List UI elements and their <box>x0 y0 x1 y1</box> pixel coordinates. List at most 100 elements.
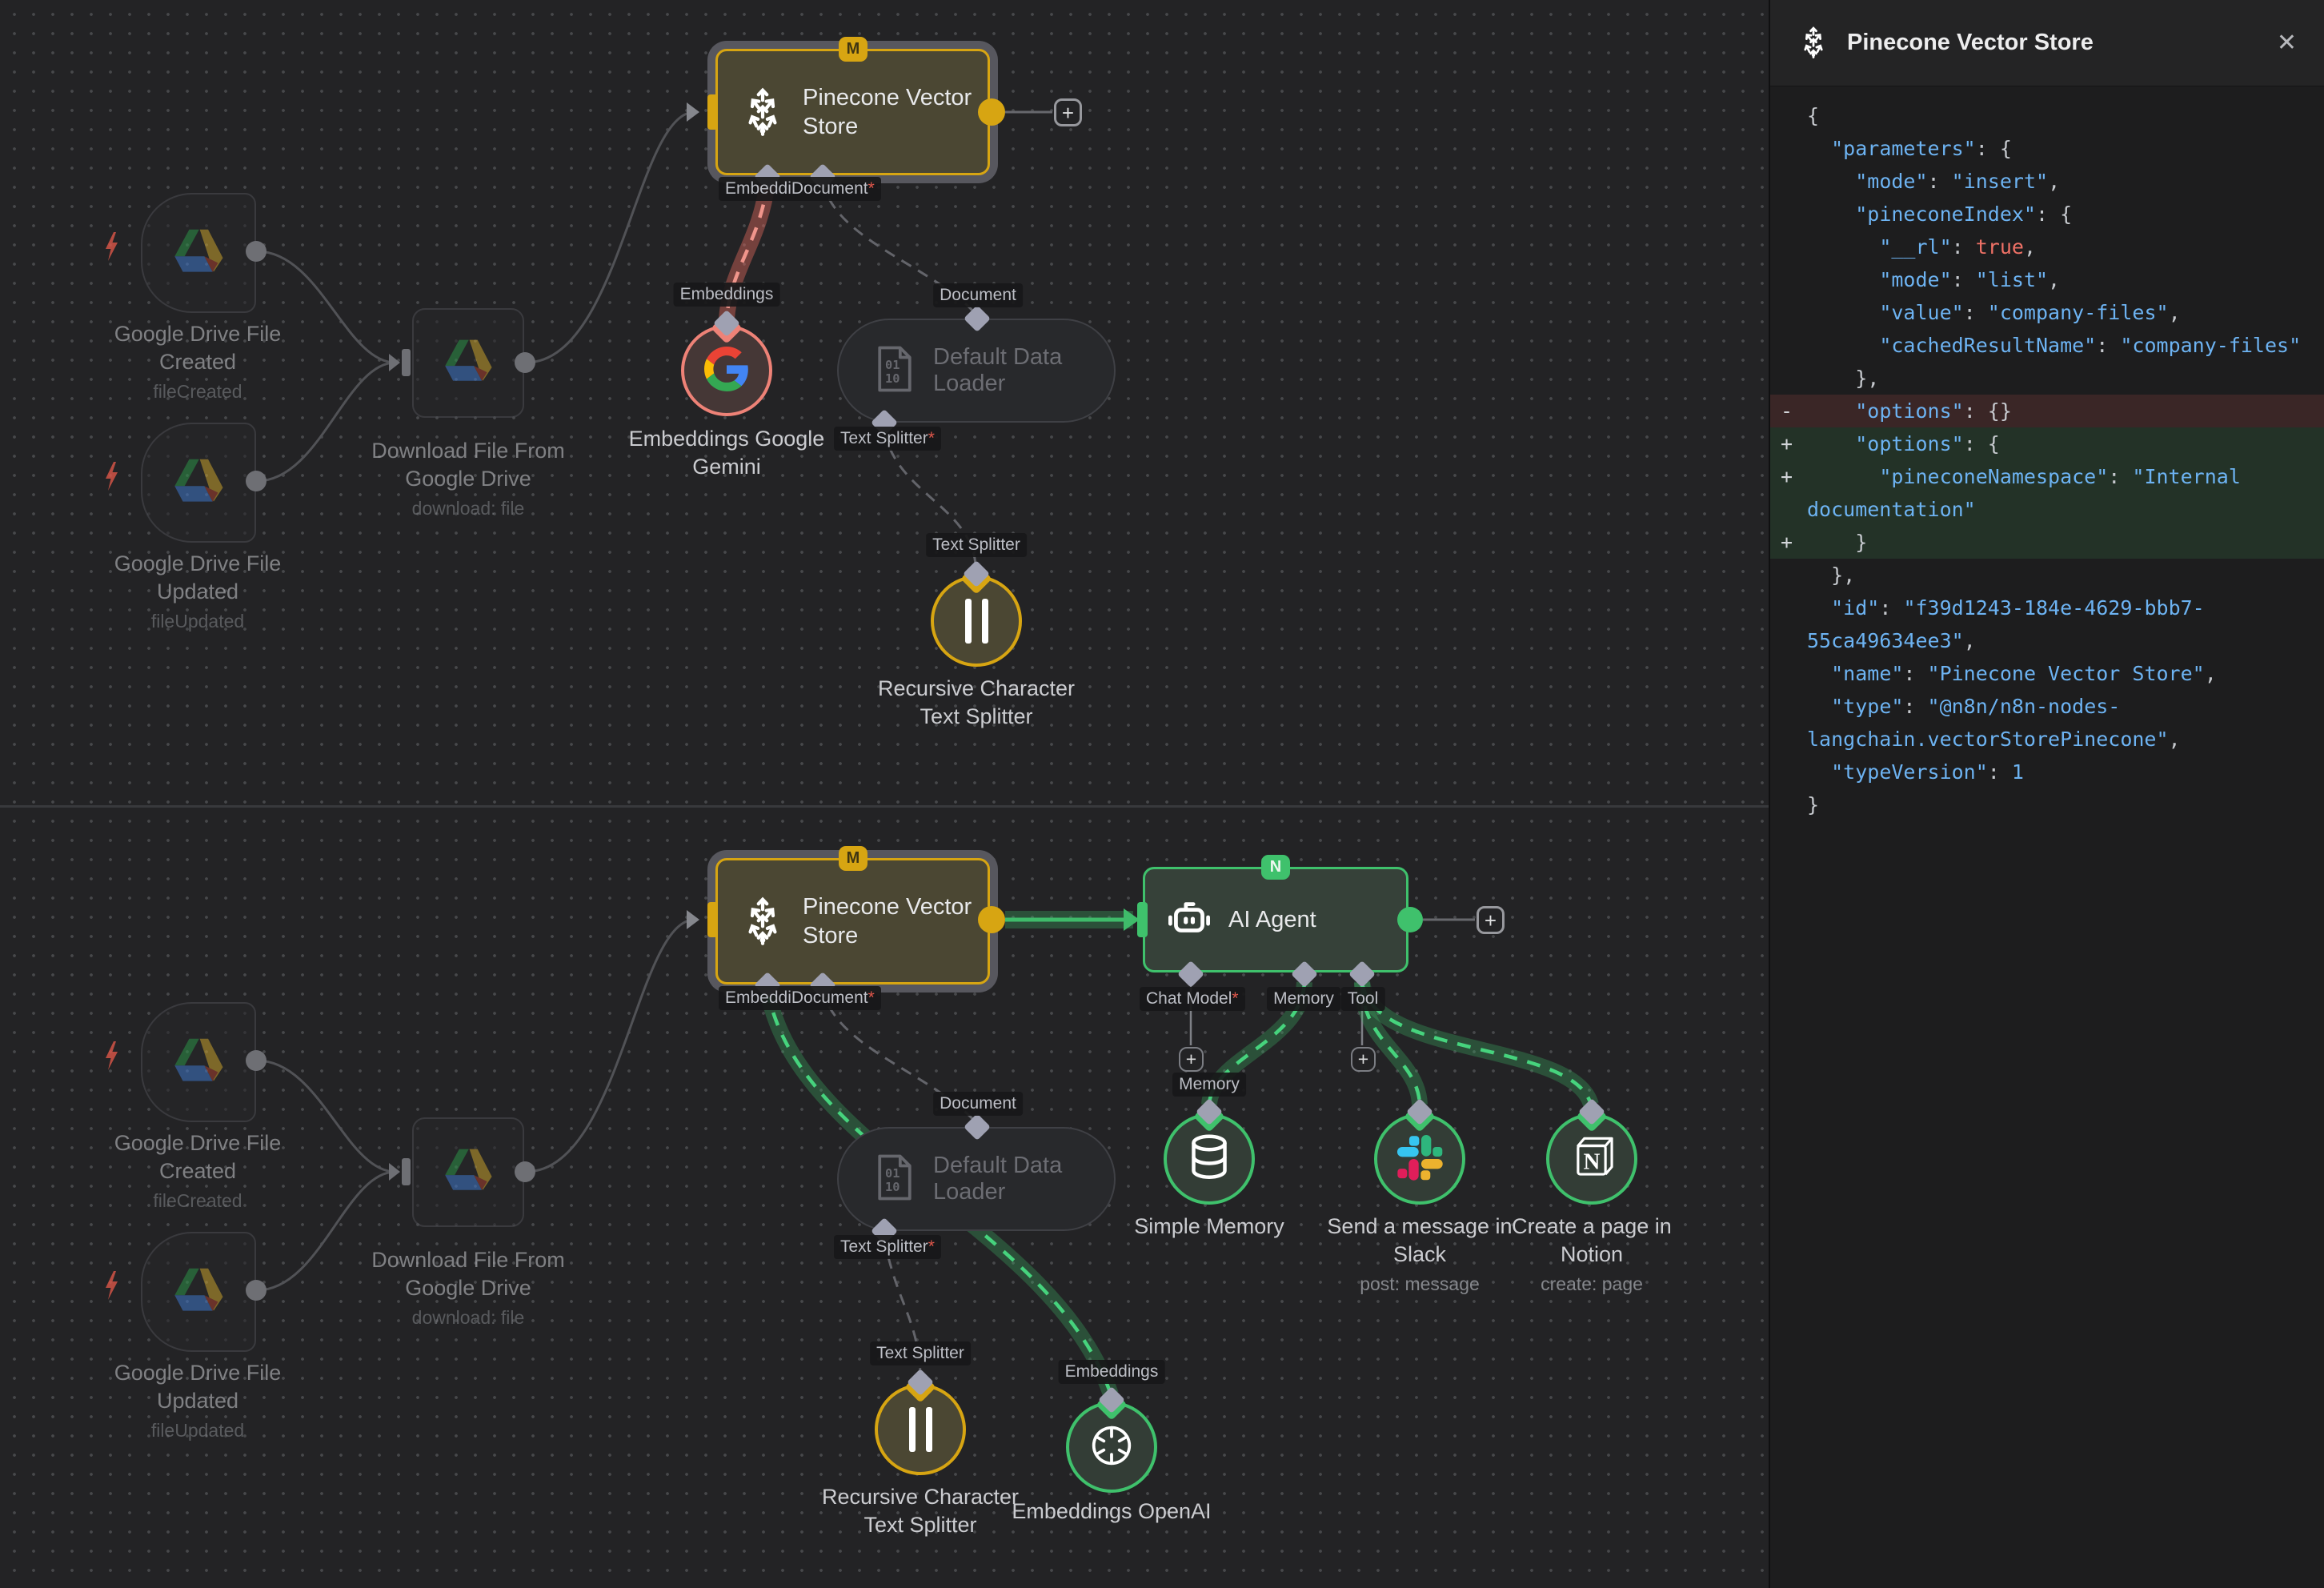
chip-embeddings-document: EmbeddiDocument* <box>719 177 881 201</box>
node-label-recursive-splitter: Recursive Character Text Splitter <box>821 1485 1020 1537</box>
workflow-canvas[interactable]: Pinecone Vector Store Pinecone Vector St… <box>0 0 1769 1588</box>
svg-text:01: 01 <box>885 1166 900 1181</box>
node-google-drive-file-created-bottom[interactable] <box>141 1002 256 1122</box>
node-pinecone-vector-store-top[interactable]: Pinecone Vector Store <box>715 49 990 175</box>
node-label-embeddings-openai: Embeddings OpenAI <box>1012 1499 1212 1523</box>
text-splitter-icon <box>908 1407 932 1452</box>
chip-memory: Memory <box>1172 1073 1246 1097</box>
code-line: "mode": "insert", <box>1855 170 2061 193</box>
panel-header: Pinecone Vector Store ✕ <box>1770 0 2324 86</box>
node-default-data-loader-bottom[interactable]: 01 10 Default Data Loader <box>837 1127 1116 1231</box>
node-badge-n: N <box>1261 855 1290 880</box>
panel-title: Pinecone Vector Store <box>1847 30 2094 55</box>
node-title: Pinecone Vector Store <box>803 85 972 139</box>
chip-text-splitter: Text Splitter* <box>834 427 941 451</box>
node-label-download-file: Download File From Google Drive download:… <box>371 439 565 519</box>
close-icon[interactable]: ✕ <box>2276 30 2297 56</box>
node-label-simple-memory: Simple Memory <box>1134 1214 1284 1238</box>
node-label-embeddings-google-gemini: Embeddings Google Gemini <box>628 427 825 479</box>
database-icon <box>1188 1133 1231 1185</box>
lightning-icon <box>106 1041 118 1070</box>
code-line: "name": "Pinecone Vector Store", <box>1831 662 2217 685</box>
slack-icon <box>1396 1133 1444 1185</box>
openai-icon <box>1088 1422 1135 1473</box>
svg-text:01: 01 <box>885 358 900 372</box>
node-create-page-notion[interactable]: N <box>1546 1113 1637 1205</box>
add-tool-button[interactable]: + <box>1351 1047 1376 1072</box>
node-download-file-bottom[interactable] <box>412 1117 524 1227</box>
node-title: AI Agent <box>1228 907 1316 932</box>
code-line: "type": "@n8n/n8n-nodes-langchain.vector… <box>1807 695 2181 751</box>
lightning-icon <box>106 232 118 261</box>
chip-embeddings-document: EmbeddiDocument* <box>719 986 881 1010</box>
code-line: } <box>1807 793 1820 816</box>
google-drive-icon <box>443 1148 494 1197</box>
svg-text:N: N <box>1584 1149 1601 1174</box>
chip-memory: Memory <box>1267 987 1340 1011</box>
code-line: "parameters": { <box>1831 137 2012 160</box>
svg-text:10: 10 <box>885 1180 900 1194</box>
canvas-divider <box>0 805 1769 808</box>
node-title: Pinecone Vector Store <box>803 894 972 948</box>
node-google-drive-file-updated-bottom[interactable] <box>141 1232 256 1352</box>
google-drive-icon <box>172 228 225 279</box>
node-pinecone-vector-store-bottom[interactable]: Pinecone Vector Store <box>715 858 990 984</box>
node-badge-m: M <box>839 37 867 62</box>
chip-embeddings: Embeddings <box>1058 1360 1165 1384</box>
add-chat-model-button[interactable]: + <box>1179 1047 1204 1072</box>
node-send-message-slack[interactable] <box>1374 1113 1465 1205</box>
node-label-google-drive-file-created: Google Drive File Created fileCreated <box>114 1131 282 1211</box>
google-g-icon <box>704 346 749 395</box>
node-google-drive-file-created-top[interactable] <box>141 193 256 313</box>
code-line: + "options": { <box>1770 427 2324 460</box>
edge-main-green[interactable] <box>1005 908 1140 931</box>
add-node-button[interactable]: + <box>1477 906 1505 934</box>
node-title: Default Data Loader <box>933 344 1063 396</box>
node-label-google-drive-file-updated: Google Drive File Updated fileUpdated <box>114 551 282 632</box>
code-line: + "pineconeNamespace": "Internal documen… <box>1770 460 2324 526</box>
svg-text:10: 10 <box>885 371 900 386</box>
chip-text-splitter: Text Splitter <box>926 533 1027 557</box>
code-line: + } <box>1770 526 2324 559</box>
node-badge-m: M <box>839 846 867 871</box>
robot-icon <box>1166 898 1212 942</box>
chip-text-splitter: Text Splitter* <box>834 1235 941 1259</box>
node-label-notion: Create a page in Notion create: page <box>1512 1214 1672 1294</box>
lightning-icon <box>106 462 118 491</box>
pinecone-icon <box>739 893 787 949</box>
code-line: "__rl": true, <box>1879 235 2037 259</box>
node-ai-agent[interactable]: AI Agent <box>1143 867 1408 972</box>
google-drive-icon <box>443 339 494 387</box>
add-node-button[interactable]: + <box>1054 98 1082 126</box>
node-default-data-loader-top[interactable]: 01 10 Default Data Loader <box>837 319 1116 423</box>
chip-document: Document <box>933 1092 1023 1116</box>
node-recursive-splitter-top[interactable] <box>931 575 1022 667</box>
node-recursive-splitter-bottom[interactable] <box>875 1384 966 1475</box>
node-label-google-drive-file-updated: Google Drive File Updated fileUpdated <box>114 1361 282 1441</box>
node-google-drive-file-updated-top[interactable] <box>141 423 256 543</box>
lightning-icon <box>106 1271 118 1300</box>
chip-text-splitter: Text Splitter <box>870 1341 971 1365</box>
code-line: "cachedResultName": "company-files" <box>1879 334 2302 357</box>
binary-file-icon: 01 10 <box>874 346 916 396</box>
chip-tool: Tool <box>1340 987 1385 1011</box>
chip-chat-model: Chat Model* <box>1140 987 1245 1011</box>
text-splitter-icon <box>964 599 988 644</box>
node-details-panel: Pinecone Vector Store ✕ { "parameters": … <box>1769 0 2324 1588</box>
node-embeddings-google-gemini[interactable] <box>681 325 772 416</box>
binary-file-icon: 01 10 <box>874 1154 916 1205</box>
code-line: - "options": {} <box>1770 395 2324 427</box>
node-embeddings-openai[interactable] <box>1066 1402 1157 1493</box>
node-simple-memory[interactable] <box>1164 1113 1255 1205</box>
google-drive-icon <box>172 1267 225 1317</box>
code-line: }, <box>1807 367 1880 390</box>
node-label-recursive-splitter: Recursive Character Text Splitter <box>877 676 1076 728</box>
pinecone-icon <box>1797 24 1829 62</box>
code-line: "typeVersion": 1 <box>1831 760 2024 784</box>
node-title: Default Data Loader <box>933 1153 1063 1205</box>
code-line: "value": "company-files", <box>1879 301 2181 324</box>
node-download-file-top[interactable] <box>412 308 524 418</box>
json-diff-viewer: { "parameters": { "mode": "insert", "pin… <box>1770 86 2324 821</box>
notion-icon: N <box>1569 1134 1615 1185</box>
